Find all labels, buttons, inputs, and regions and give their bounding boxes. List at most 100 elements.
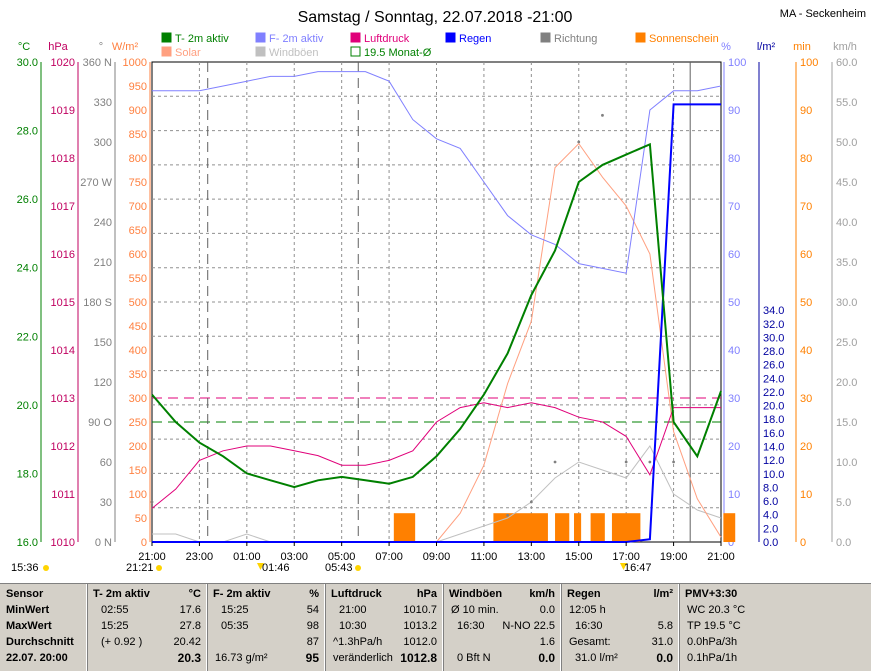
right-axis-tick: 24.0	[763, 373, 784, 385]
left-axis-tick: 240	[94, 217, 112, 229]
right-axis-tick: 14.0	[763, 442, 784, 454]
right-axis-tick: 40.0	[836, 217, 857, 229]
right-axis-tick: 30.0	[836, 297, 857, 309]
left-axis-tick: 150	[129, 465, 147, 477]
left-axis-unit: °	[99, 41, 103, 53]
left-axis-tick: 1013	[51, 393, 75, 405]
left-axis-tick: 30	[100, 497, 112, 509]
header-rain-unit: l/m²	[653, 588, 673, 600]
header-wind: Windböen	[449, 588, 503, 600]
left-axis-tick: 1020	[51, 57, 75, 69]
sensor-column: Sensor MinWert MaxWert Durchschnitt 22.0…	[0, 584, 86, 671]
temp-avg-value: 20.42	[173, 636, 201, 648]
humidity-min-time: 15:25	[221, 604, 249, 616]
pressure-max-value: 1013.2	[403, 620, 437, 632]
humidity-min-value: 54	[306, 604, 319, 616]
direction-point	[648, 460, 652, 464]
left-axis-tick: 200	[129, 441, 147, 453]
left-axis-tick: 250	[129, 417, 147, 429]
row-label-avg: Durchschnitt	[6, 636, 74, 648]
right-axis-tick: 35.0	[836, 257, 857, 269]
left-axis-tick: 300	[94, 137, 112, 149]
right-axis-tick: 10	[800, 489, 812, 501]
sunshine-block	[723, 513, 736, 542]
right-axis-tick: 50.0	[836, 137, 857, 149]
right-axis-tick: 10.0	[763, 469, 784, 481]
x-tick-label: 15:00	[565, 551, 593, 563]
left-axis-tick: 900	[129, 105, 147, 117]
right-axis-unit: %	[721, 41, 731, 53]
wind-beaufort: 0 Bft N	[457, 652, 491, 664]
pmv-column: PMV+3:30 WC 20.3 °C TP 19.5 °C 0.0hPa/3h…	[678, 584, 871, 671]
left-axis-tick: 16.0	[17, 537, 38, 549]
left-axis-unit: W/m²	[112, 41, 139, 53]
left-axis-tick: 1019	[51, 105, 75, 117]
direction-point	[529, 500, 533, 504]
right-axis-tick: 12.0	[763, 455, 784, 467]
right-axis-tick: 80	[800, 153, 812, 165]
left-axis-tick: 150	[94, 337, 112, 349]
right-axis-unit: min	[793, 41, 811, 53]
left-axis-tick: 1017	[51, 201, 75, 213]
legend-label: Windböen	[269, 47, 319, 59]
humidity-column: F- 2m aktiv% 15:25 54 05:35 98 87 16.73 g/…	[206, 584, 325, 671]
direction-point	[553, 460, 557, 464]
right-axis-tick: 80	[728, 153, 740, 165]
left-sun-icon	[43, 565, 49, 571]
direction-point	[672, 460, 675, 464]
temp-min-time: 02:55	[101, 604, 129, 616]
left-axis-tick: 210	[94, 257, 112, 269]
right-axis-tick: 20.0	[763, 401, 784, 413]
sunshine-block	[611, 513, 641, 542]
right-axis-tick: 0.0	[763, 537, 778, 549]
left-axis-tick: 0	[141, 537, 147, 549]
header-humidity: F- 2m aktiv	[213, 588, 271, 600]
right-axis-tick: 0.0	[836, 537, 851, 549]
left-axis-tick: 1014	[51, 345, 75, 357]
sunshine-block	[555, 513, 570, 542]
pmv-pressure-1h: 0.1hPa/1h	[687, 652, 738, 664]
legend-swatch	[350, 32, 361, 43]
x-tick-label: 09:00	[423, 551, 451, 563]
pressure-min-value: 1010.7	[403, 604, 437, 616]
left-axis-tick: 500	[129, 297, 147, 309]
plot-area	[150, 61, 736, 543]
x-tick-label: 03:00	[280, 551, 308, 563]
legend-label: Sonnenschein	[649, 33, 719, 45]
temp-column: T- 2m aktiv °C 02:55 17.6 15:25 27.8 (+ 0.9…	[86, 584, 207, 671]
rain-current-value: 0.0	[656, 651, 673, 665]
wind-max-value: N-NO 22.5	[502, 620, 555, 632]
right-axis-tick: 34.0	[763, 305, 784, 317]
left-axis-tick: 30.0	[17, 57, 38, 69]
wind-avg-value: 0.0	[539, 604, 555, 616]
left-axis-tick: 270 W	[80, 177, 112, 189]
right-axis-tick: 6.0	[763, 496, 778, 508]
row-label-max: MaxWert	[6, 620, 52, 632]
pressure-min-time: 21:00	[339, 604, 367, 616]
left-axis-tick: 400	[129, 345, 147, 357]
left-axis-tick: 1016	[51, 249, 75, 261]
left-axis-tick: 600	[129, 249, 147, 261]
sunset-label: 21:21	[126, 562, 154, 574]
x-tick-label: 23:00	[186, 551, 214, 563]
right-axis-tick: 30	[728, 393, 740, 405]
right-axis-tick: 60.0	[836, 57, 857, 69]
right-axis-tick: 28.0	[763, 346, 784, 358]
right-axis-tick: 40	[800, 345, 812, 357]
legend-label: 19.5 Monat-Ø	[364, 47, 432, 59]
left-axis-tick: 26.0	[17, 194, 38, 206]
rain-max-value: 5.8	[657, 620, 673, 632]
wind-mean-value: 1.6	[539, 636, 555, 648]
pressure-column: Luftdruck hPa 21:00 1010.7 10:30 1013.2 ^1.…	[324, 584, 443, 671]
left-axis-tick: 550	[129, 273, 147, 285]
right-axis-tick: 18.0	[763, 414, 784, 426]
weather-chart: Samstag / Sonntag, 22.07.2018 -21:00 MA …	[11, 8, 866, 574]
pmv-windchill: WC 20.3 °C	[687, 604, 746, 616]
x-tick-label: 07:00	[375, 551, 403, 563]
x-tick-label: 19:00	[660, 551, 688, 563]
axes: °C30.028.026.024.022.020.018.016.0hPa102…	[17, 41, 858, 549]
direction-point	[506, 513, 510, 517]
wind-avg-label: Ø 10 min.	[451, 604, 499, 616]
header-rain: Regen	[567, 588, 601, 600]
x-tick-label: 13:00	[518, 551, 546, 563]
